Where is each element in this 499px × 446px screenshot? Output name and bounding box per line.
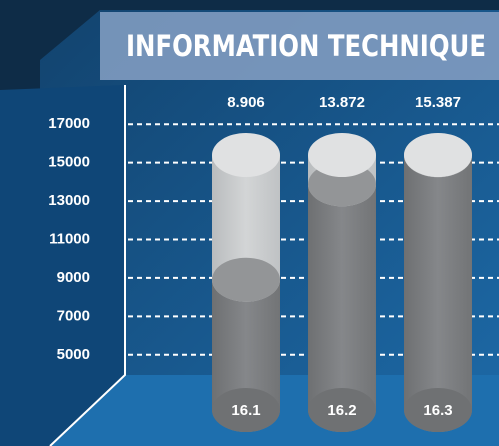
x-tick-label: 16.3 xyxy=(423,402,452,419)
tank-top xyxy=(308,133,376,177)
chart: INFORMATION TECHNIQUE 5000 7000 9000 11000 1… xyxy=(0,0,499,446)
y-tick-label: 17000 xyxy=(48,115,90,132)
y-tick-label: 9000 xyxy=(57,269,90,286)
y-tick-label: 15000 xyxy=(48,154,90,171)
y-tick-label: 11000 xyxy=(49,230,90,247)
chart-title: INFORMATION TECHNIQUE xyxy=(126,29,486,63)
y-tick-label: 13000 xyxy=(48,192,90,209)
tank-top xyxy=(404,133,472,177)
value-label: 15.387 xyxy=(415,94,461,111)
x-tick-label: 16.2 xyxy=(327,402,356,419)
y-tick-label: 7000 xyxy=(57,307,90,324)
y-tick-label: 5000 xyxy=(57,346,90,363)
value-label: 8.906 xyxy=(227,94,265,111)
bar-top xyxy=(212,258,280,302)
x-tick-label: 16.1 xyxy=(231,402,260,419)
value-label: 13.872 xyxy=(319,94,365,111)
tank-top xyxy=(212,133,280,177)
